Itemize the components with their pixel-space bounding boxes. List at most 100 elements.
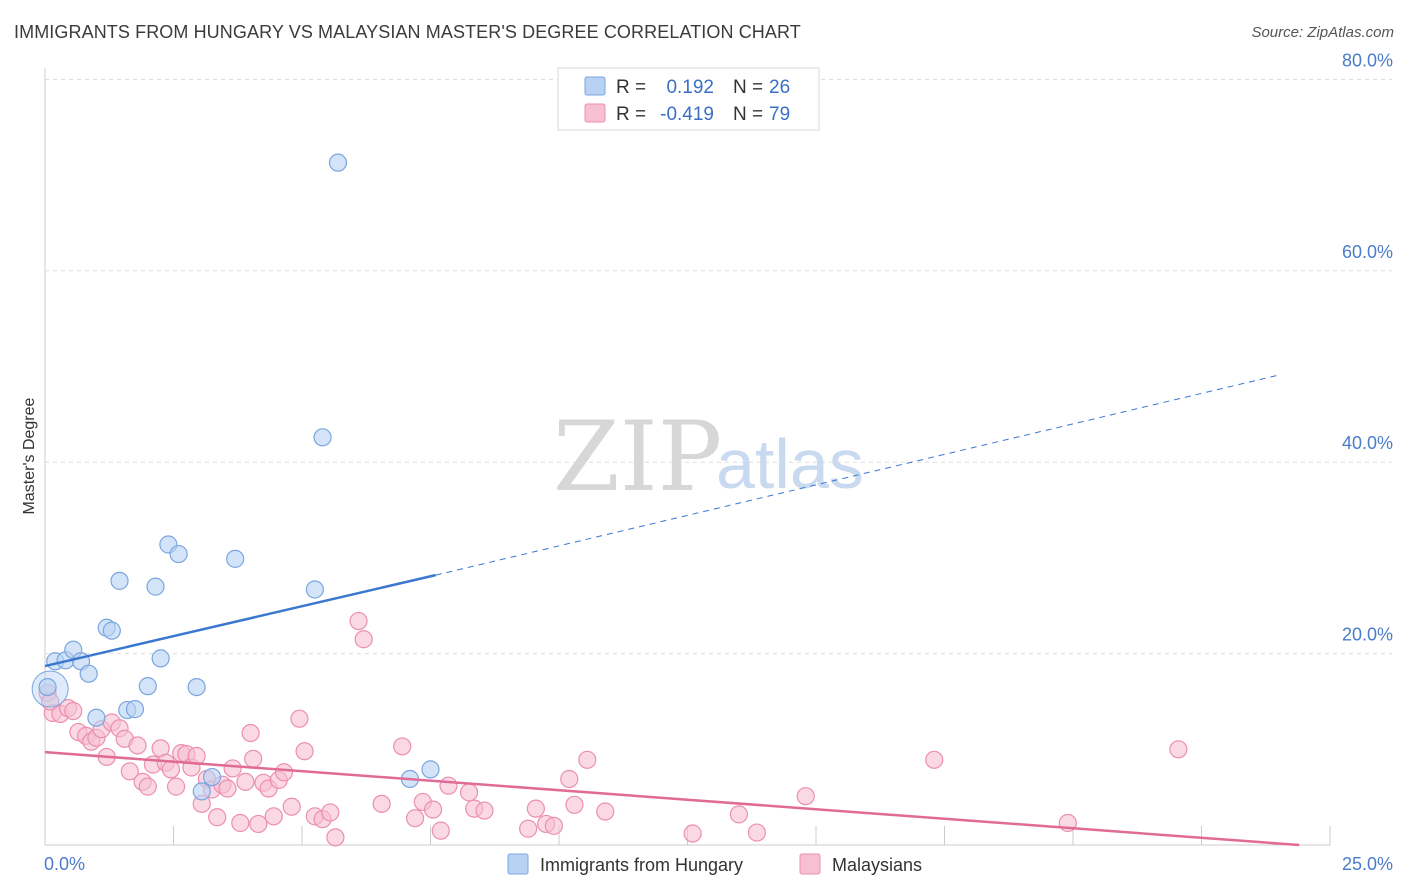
hungary-point-22	[313, 428, 332, 447]
legend-n-value-hungary: 26	[769, 77, 790, 98]
malaysians-point-41	[264, 807, 283, 826]
legend-r-label-malaysians: R =	[616, 104, 646, 125]
malaysians-point-36	[241, 723, 260, 743]
bottom-legend: Immigrants from Hungary Malaysians	[507, 853, 922, 875]
hungary-point-11	[125, 700, 145, 719]
malaysians-point-35	[236, 772, 255, 791]
malaysians-point-32	[218, 779, 237, 798]
bottom-legend-label-malaysians: Malaysians	[832, 855, 922, 875]
hungary-point-23	[328, 153, 348, 172]
malaysians-point-63	[519, 819, 538, 838]
bottom-legend-label-hungary: Immigrants from Hungary	[540, 855, 743, 875]
bottom-legend-swatch-malaysians	[799, 853, 821, 875]
malaysians-point-62	[475, 801, 494, 820]
malaysians-point-54	[393, 737, 412, 756]
trend-lines	[44, 374, 1300, 847]
malaysians-point-51	[349, 611, 368, 631]
malaysians-point-22	[166, 777, 186, 796]
watermark-atlas: atlas	[716, 425, 864, 503]
legend-n-value-malaysians: 79	[769, 104, 790, 125]
malaysians-point-52	[354, 630, 373, 649]
malaysians-point-59	[439, 776, 458, 795]
malaysians-point-21	[161, 760, 181, 779]
hungary-trend-line	[44, 573, 436, 668]
malaysians-point-67	[560, 769, 579, 789]
malaysians-point-75	[925, 750, 944, 769]
malaysians-point-77	[1169, 740, 1188, 759]
hungary-point-0	[38, 677, 57, 697]
malaysians-point-17	[138, 777, 157, 796]
hungary-point-18	[192, 782, 211, 801]
malaysians-points	[31, 611, 1188, 847]
malaysians-point-64	[526, 799, 545, 818]
malaysians-point-60	[459, 783, 479, 802]
x-tick-labels: 0.0% 25.0%	[44, 854, 1393, 874]
malaysians-point-69	[578, 750, 597, 769]
legend-r-value-malaysians: -0.419	[660, 104, 714, 125]
x-tick-label-1: 25.0%	[1342, 854, 1393, 874]
malaysians-point-34	[231, 813, 250, 833]
malaysians-point-37	[244, 749, 263, 768]
malaysians-point-70	[596, 802, 615, 821]
malaysians-point-74	[796, 787, 815, 806]
malaysians-point-15	[128, 736, 147, 755]
malaysians-point-33	[223, 759, 242, 778]
hungary-point-16	[169, 544, 188, 564]
malaysians-trend-line	[44, 750, 1300, 847]
hungary-point-21	[305, 580, 324, 599]
malaysians-point-44	[282, 797, 301, 816]
y-axis-label: Master's Degree	[21, 397, 38, 514]
watermark: ZIP atlas	[553, 401, 864, 513]
legend-n-label-malaysians: N =	[733, 104, 763, 125]
y-tick-label-1: 40.0%	[1342, 433, 1393, 453]
hungary-points	[38, 153, 440, 801]
y-tick-label-0: 20.0%	[1342, 625, 1393, 645]
x-tick-label-0: 0.0%	[44, 854, 85, 874]
malaysians-point-73	[747, 823, 766, 842]
hungary-point-9	[110, 571, 129, 590]
y-tick-label-2: 60.0%	[1342, 242, 1393, 262]
malaysians-point-43	[274, 763, 294, 782]
hungary-point-14	[151, 649, 170, 668]
grid-lines	[45, 78, 1392, 655]
malaysians-point-53	[372, 794, 391, 813]
hungary-point-17	[187, 677, 206, 697]
hungary-trend-extension	[435, 374, 1279, 576]
malaysians-point-30	[208, 808, 227, 827]
y-tick-labels: 20.0% 40.0% 60.0% 80.0%	[1342, 50, 1393, 644]
y-tick-label-3: 80.0%	[1342, 50, 1393, 70]
malaysians-point-14	[120, 762, 139, 781]
bottom-legend-swatch-hungary	[507, 853, 529, 875]
legend-n-label-hungary: N =	[733, 77, 763, 98]
hungary-point-12	[138, 677, 157, 696]
malaysians-point-45	[290, 709, 309, 728]
hungary-point-25	[421, 760, 440, 779]
malaysians-point-68	[565, 795, 584, 814]
malaysians-point-50	[326, 828, 345, 847]
legend-swatch-malaysians	[584, 103, 606, 123]
legend-r-value-hungary: 0.192	[666, 77, 714, 98]
hungary-point-6	[87, 708, 106, 727]
malaysians-point-71	[683, 824, 702, 843]
hungary-point-20	[226, 549, 245, 568]
hungary-point-13	[146, 577, 165, 596]
malaysians-point-4	[64, 701, 83, 721]
malaysians-point-55	[405, 809, 425, 828]
malaysians-point-72	[729, 805, 749, 824]
malaysians-point-46	[295, 742, 314, 761]
hungary-point-5	[79, 664, 98, 683]
legend-box: R = 0.192 N = 26 R = -0.419 N = 79	[557, 67, 820, 131]
malaysians-point-57	[423, 800, 443, 819]
malaysians-point-66	[544, 816, 563, 835]
hungary-point-8	[102, 621, 121, 640]
chart-title: IMMIGRANTS FROM HUNGARY VS MALAYSIAN MAS…	[14, 22, 801, 42]
legend-swatch-hungary	[584, 76, 606, 96]
legend-r-label-hungary: R =	[616, 77, 646, 98]
malaysians-point-38	[249, 814, 268, 834]
source-label: Source: ZipAtlas.com	[1251, 24, 1394, 41]
watermark-zip: ZIP	[553, 401, 722, 513]
malaysians-point-58	[431, 821, 450, 840]
hungary-point-19	[202, 767, 222, 787]
malaysians-point-49	[321, 803, 340, 822]
